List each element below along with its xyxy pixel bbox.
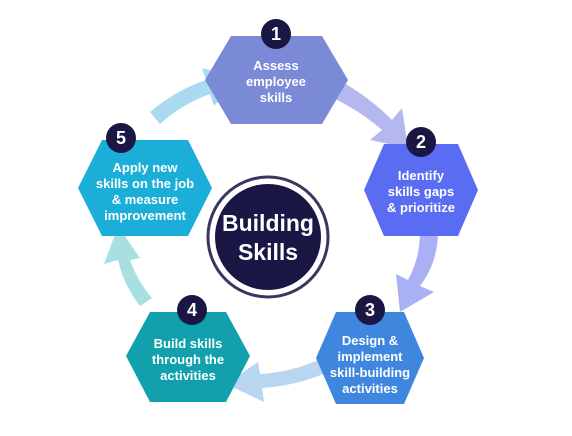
step-4-label-line-2: through the (152, 352, 224, 367)
step-5-number: 5 (116, 128, 126, 148)
step-2: 2 Identify skills gaps & prioritize (364, 127, 478, 236)
step-2-label-line-3: & prioritize (387, 200, 455, 215)
step-4-number: 4 (187, 300, 197, 320)
step-2-label-line-2: skills gaps (388, 184, 454, 199)
arrow-step3-to-step4 (226, 360, 328, 402)
step-5-hexagon (78, 140, 212, 236)
step-5-number-badge (106, 123, 136, 153)
step-1-label-line-1: Assess (253, 58, 299, 73)
step-4-number-badge (177, 295, 207, 325)
center-disc (215, 184, 321, 290)
step-3-label-line-1: Design & (342, 333, 398, 348)
step-1-label-line-2: employee (246, 74, 306, 89)
step-1-number-badge (261, 19, 291, 49)
step-4-hexagon (126, 312, 250, 402)
step-1-label-line-3: skills (260, 90, 293, 105)
step-5: 5 Apply new skills on the job & measure … (78, 123, 212, 236)
step-3: 3 Design & implement skill-building acti… (316, 295, 424, 404)
step-2-hexagon (364, 144, 478, 236)
step-5-label-line-3: & measure (112, 192, 178, 207)
step-3-label-line-3: skill-building (330, 365, 410, 380)
arrow-step4-to-step5 (104, 226, 152, 306)
step-2-label-line-1: Identify (398, 168, 445, 183)
step-3-label-line-2: implement (337, 349, 403, 364)
step-3-hexagon (316, 312, 424, 404)
step-5-label-line-2: skills on the job (96, 176, 194, 191)
step-1: 1 Assess employee skills (205, 19, 348, 124)
center-title-line-2: Skills (238, 239, 298, 265)
step-4: 4 Build skills through the activities (126, 295, 250, 402)
step-3-label-line-4: activities (342, 381, 398, 396)
center-hub: Building Skills (206, 175, 330, 299)
step-5-label-line-1: Apply new (112, 160, 178, 175)
arrow-step2-to-step3 (396, 232, 438, 312)
step-1-hexagon (205, 36, 348, 124)
step-2-number-badge (406, 127, 436, 157)
step-5-label-line-4: improvement (104, 208, 186, 223)
step-3-number: 3 (365, 300, 375, 320)
step-3-number-badge (355, 295, 385, 325)
step-1-number: 1 (271, 24, 281, 44)
step-2-number: 2 (416, 132, 426, 152)
step-4-label-line-3: activities (160, 368, 216, 383)
center-title-line-1: Building (222, 210, 314, 236)
step-4-label-line-1: Build skills (154, 336, 223, 351)
